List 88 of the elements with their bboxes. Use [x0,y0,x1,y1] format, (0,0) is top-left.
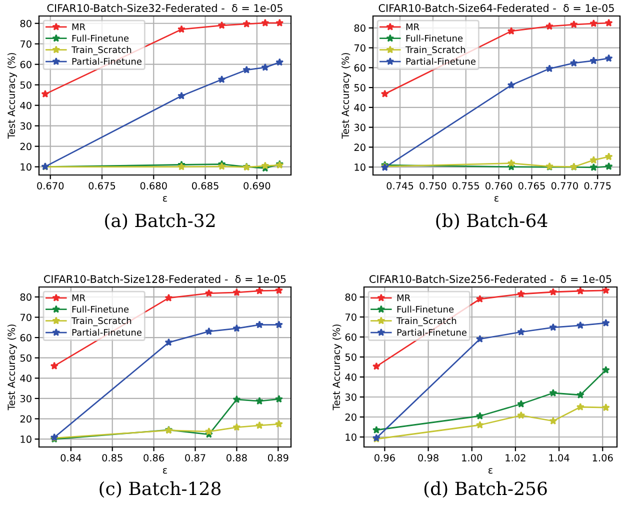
x-tick-label: 0.770 [551,182,578,190]
y-tick-label: 40 [20,374,32,382]
x-tick-label: 1.00 [462,454,482,462]
legend-label: Train_Scratch [396,317,456,326]
legend-label: MR [406,24,420,30]
y-tick-label: 20 [345,413,356,421]
x-tick-label: 0.755 [452,182,479,190]
x-tick-label: 0.760 [486,182,512,190]
legend-label: Full-Finetune [72,34,129,42]
legend-label: Full-Finetune [72,306,129,313]
chart-title: CIFAR10-Batch-Size128-Federated - δ = 1e-05 [44,274,286,283]
y-tick-label: 30 [20,122,32,130]
x-axis-title: ε [494,196,498,202]
legend-label: Partial-Finetune [397,328,467,336]
x-tick-label: 0.88 [226,454,247,462]
y-axis-title: Test Accuracy (%) [332,324,342,410]
x-tick-label: 0.85 [102,454,122,462]
x-tick-label: 1.06 [592,454,613,462]
y-tick-label: 40 [345,373,356,381]
x-tick-label: 0.670 [37,182,64,190]
y-tick-label: 70 [345,313,356,321]
legend-label: Partial-Finetune [406,58,476,65]
y-tick-label: 10 [354,164,366,171]
legend-label: Train_Scratch [405,46,466,56]
x-axis-title: ε [163,196,167,202]
x-tick-label: 0.89 [268,454,288,462]
text: (c) Batch-128 [100,481,221,498]
y-tick-label: 30 [20,394,32,402]
y-tick-label: 70 [20,40,32,48]
y-tick-label: 10 [20,163,32,171]
y-tick-label: 70 [354,44,366,52]
y-tick-label: 40 [354,104,366,112]
legend-label: Partial-Finetune [72,328,142,336]
y-axis-title: Test Accuracy (%) [8,53,17,139]
y-tick-label: 50 [20,354,32,362]
x-tick-label: 0.87 [185,454,206,462]
legend-label: MR [72,24,86,30]
y-tick-label: 50 [345,353,356,361]
x-tick-label: 0.690 [244,182,270,190]
y-axis-title: Test Accuracy (%) [8,324,17,410]
legend-label: Partial-Finetune [72,58,142,65]
text: (a) Batch-32 [105,213,215,230]
x-tick-label: 1.04 [549,454,570,462]
y-tick-label: 60 [20,60,32,68]
x-tick-label: 0.750 [420,182,446,190]
y-tick-label: 80 [345,293,356,301]
y-tick-label: 80 [20,20,32,28]
y-tick-label: 20 [354,144,366,152]
y-tick-label: 50 [20,81,32,89]
y-tick-label: 70 [20,314,32,322]
y-tick-label: 50 [354,84,366,92]
chart-title: CIFAR10-Batch-Size32-Federated - δ = 1e-05 [47,4,282,12]
text: (b) Batch-64 [436,213,548,230]
legend-label: Full-Finetune [406,34,463,42]
chart-title: CIFAR10-Batch-Size256-Federated - δ = 1e-05 [369,274,612,283]
x-tick-label: 0.765 [518,182,545,190]
y-tick-label: 10 [346,433,356,441]
legend-label: MR [397,294,410,302]
y-tick-label: 30 [354,124,366,132]
x-axis-title: ε [163,468,167,474]
y-tick-label: 10 [20,436,32,443]
x-tick-label: 0.685 [192,182,218,190]
y-tick-label: 80 [354,24,366,32]
x-tick-label: 0.96 [374,454,395,462]
x-tick-label: 0.775 [584,182,611,190]
y-tick-label: 20 [20,142,32,150]
chart-title: CIFAR10-Batch-Size64-Federated - δ = 1e-05 [378,4,614,12]
y-tick-label: 80 [20,293,32,301]
x-tick-label: 0.680 [140,182,167,190]
legend-label: Train_Scratch [71,46,132,56]
y-tick-label: 30 [345,393,356,401]
legend-label: MR [72,294,86,302]
x-tick-label: 0.98 [418,454,438,462]
y-tick-label: 40 [20,102,32,110]
y-tick-label: 20 [20,415,32,423]
legend-label: Full-Finetune [397,306,454,313]
text: (d) Batch-256 [424,481,547,498]
x-tick-label: 0.86 [144,454,164,462]
y-tick-label: 60 [354,64,366,72]
x-tick-label: 1.02 [506,454,526,462]
legend-label: Train_Scratch [71,317,132,326]
x-tick-label: 0.675 [88,182,116,190]
x-tick-label: 0.745 [386,182,414,190]
y-tick-label: 60 [345,333,356,341]
y-axis-title: Test Accuracy (%) [342,53,351,139]
x-tick-label: 0.84 [60,454,82,462]
y-tick-label: 60 [20,334,32,342]
x-axis-title: ε [488,468,492,474]
